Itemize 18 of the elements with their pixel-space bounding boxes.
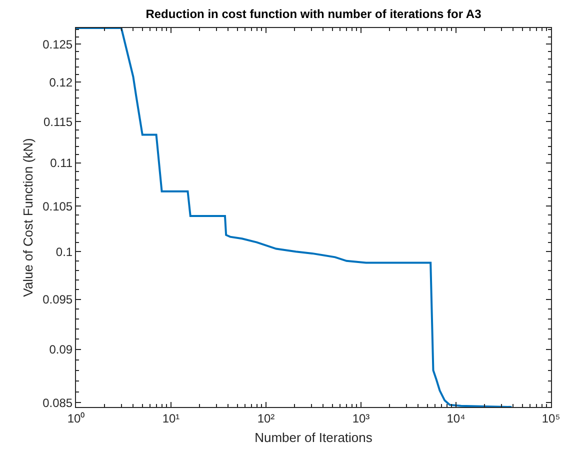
- y-tick-label: 0.115: [43, 114, 73, 129]
- y-tick-label: 0.1: [56, 244, 73, 259]
- x-axis-title: Number of Iterations: [254, 430, 373, 445]
- y-tick-label: 0.125: [42, 37, 73, 52]
- x-tick-label: 10⁵: [542, 411, 560, 426]
- y-tick-label: 0.09: [49, 342, 73, 357]
- x-tick-label: 10⁰: [67, 411, 85, 426]
- x-tick-label: 10¹: [162, 411, 180, 426]
- y-tick-label: 0.11: [50, 156, 73, 170]
- y-axis-title: Value of Cost Function (kN): [20, 138, 36, 297]
- x-tick-label: 10³: [352, 411, 370, 426]
- y-tick-label: 0.095: [42, 292, 73, 306]
- x-tick-label: 10²: [257, 411, 275, 426]
- y-tick-label: 0.12: [49, 75, 73, 90]
- y-tick-label: 0.085: [42, 396, 73, 410]
- chart-title: Reduction in cost function with number of iterations for A3: [146, 7, 482, 22]
- x-tick-label: 10⁴: [446, 411, 466, 426]
- y-tick-label: 0.105: [42, 199, 73, 214]
